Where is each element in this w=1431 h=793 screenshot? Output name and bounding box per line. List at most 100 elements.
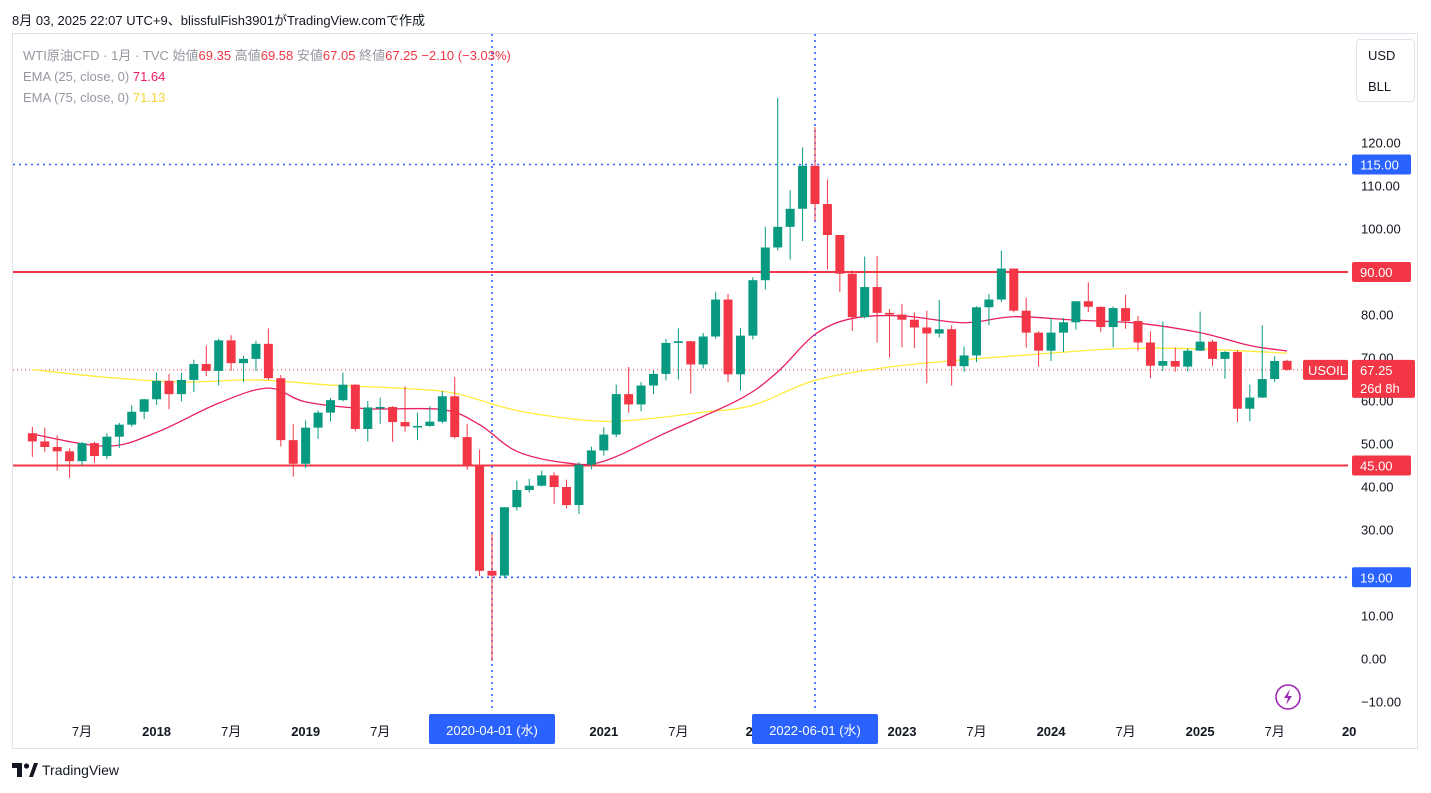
legend-symbol-row[interactable]: WTI原油CFD · 1月 · TVC 始値69.35 高値69.58 安値67… [23, 45, 511, 66]
candle-body[interactable] [885, 312, 895, 315]
legend-ema75-row[interactable]: EMA (75, close, 0) 71.13 [23, 87, 511, 108]
candle-body[interactable] [462, 437, 472, 467]
candle-body[interactable] [487, 570, 497, 576]
candle-body[interactable] [189, 364, 199, 380]
candle-body[interactable] [636, 385, 646, 405]
candle-body[interactable] [996, 268, 1006, 300]
candle-body[interactable] [959, 355, 969, 367]
candle-body[interactable] [288, 440, 298, 464]
candle-body[interactable] [1170, 361, 1180, 367]
candle-body[interactable] [1257, 379, 1267, 398]
candle-body[interactable] [624, 394, 634, 405]
date-marker-tag[interactable] [429, 714, 555, 744]
candle-body[interactable] [1021, 310, 1031, 333]
candle-body[interactable] [338, 384, 348, 401]
candle-body[interactable] [909, 319, 919, 328]
candle-body[interactable] [897, 314, 907, 320]
candle-body[interactable] [611, 394, 621, 435]
candle-body[interactable] [835, 235, 845, 274]
candle-body[interactable] [152, 380, 162, 400]
candle-body[interactable] [400, 422, 410, 427]
candle-body[interactable] [1220, 351, 1230, 359]
candle-body[interactable] [239, 358, 249, 364]
candle-body[interactable] [326, 400, 335, 413]
candle-body[interactable] [686, 341, 696, 365]
candle-body[interactable] [102, 436, 112, 457]
candle-body[interactable] [1009, 268, 1019, 311]
candle-body[interactable] [1208, 341, 1218, 359]
candle-body[interactable] [698, 336, 708, 365]
symbol-tag[interactable] [1303, 359, 1348, 380]
candle-body[interactable] [810, 165, 820, 205]
candle-body[interactable] [77, 443, 87, 462]
candle-body[interactable] [748, 280, 758, 336]
candle-body[interactable] [574, 464, 584, 506]
candle-body[interactable] [922, 327, 932, 334]
candle-body[interactable] [251, 343, 261, 359]
candle-body[interactable] [475, 466, 485, 571]
last-price-tag[interactable] [1352, 359, 1415, 398]
candle-body[interactable] [1071, 301, 1081, 323]
candle-body[interactable] [860, 287, 870, 318]
candle-body[interactable] [947, 329, 957, 367]
candle-body[interactable] [313, 412, 323, 428]
candle-body[interactable] [201, 364, 211, 371]
currency-label[interactable]: USD [1368, 48, 1396, 63]
candle-body[interactable] [1232, 351, 1242, 409]
date-marker-tag[interactable] [752, 714, 878, 744]
candle-body[interactable] [512, 490, 522, 508]
candle-body[interactable] [65, 451, 75, 462]
candle-body[interactable] [1034, 332, 1044, 351]
candle-body[interactable] [388, 407, 398, 423]
unit-label[interactable]: BLL [1368, 79, 1392, 94]
candle-body[interactable] [89, 443, 99, 457]
candle-body[interactable] [350, 384, 360, 429]
candle-body[interactable] [412, 425, 422, 428]
candle-body[interactable] [537, 475, 547, 486]
tradingview-brand[interactable]: TradingView [12, 762, 119, 778]
candle-body[interactable] [524, 485, 534, 491]
candle-body[interactable] [822, 204, 832, 236]
candle-body[interactable] [425, 421, 435, 426]
candle-body[interactable] [773, 226, 783, 248]
candle-body[interactable] [139, 399, 149, 412]
candle-body[interactable] [1108, 308, 1118, 328]
candle-body[interactable] [450, 396, 460, 438]
candle-body[interactable] [1158, 361, 1168, 366]
candle-body[interactable] [972, 307, 981, 356]
candle-body[interactable] [1121, 308, 1131, 322]
candle-body[interactable] [847, 273, 857, 318]
candle-body[interactable] [1096, 306, 1106, 328]
currency-unit-menu[interactable]: USD BLL [1356, 39, 1415, 102]
events-icon[interactable] [1275, 684, 1301, 710]
candle-body[interactable] [711, 299, 721, 337]
candle-body[interactable] [872, 287, 882, 313]
candle-body[interactable] [1183, 350, 1193, 367]
candle-body[interactable] [114, 424, 124, 437]
candle-body[interactable] [586, 450, 596, 465]
candle-body[interactable] [363, 407, 373, 429]
legend-ema25-row[interactable]: EMA (25, close, 0) 71.64 [23, 66, 511, 87]
candle-body[interactable] [27, 433, 37, 442]
candle-body[interactable] [785, 208, 795, 227]
candle-body[interactable] [562, 487, 572, 506]
candle-body[interactable] [661, 342, 671, 374]
candle-body[interactable] [1282, 360, 1292, 370]
candle-body[interactable] [437, 396, 447, 422]
candle-body[interactable] [735, 335, 745, 375]
candle-body[interactable] [673, 341, 683, 343]
candle-body[interactable] [226, 340, 236, 364]
candle-body[interactable] [40, 441, 50, 448]
candle-body[interactable] [499, 507, 509, 576]
candle-body[interactable] [1083, 301, 1093, 307]
candle-body[interactable] [1245, 397, 1255, 409]
candle-body[interactable] [934, 329, 944, 334]
candle-body[interactable] [984, 299, 994, 308]
candle-body[interactable] [1270, 361, 1280, 380]
candle-body[interactable] [263, 343, 273, 379]
candle-body[interactable] [127, 411, 137, 425]
candle-body[interactable] [1195, 341, 1205, 351]
candle-body[interactable] [276, 378, 286, 441]
candle-body[interactable] [1058, 322, 1068, 333]
price-tag-19.00[interactable] [1352, 567, 1411, 588]
